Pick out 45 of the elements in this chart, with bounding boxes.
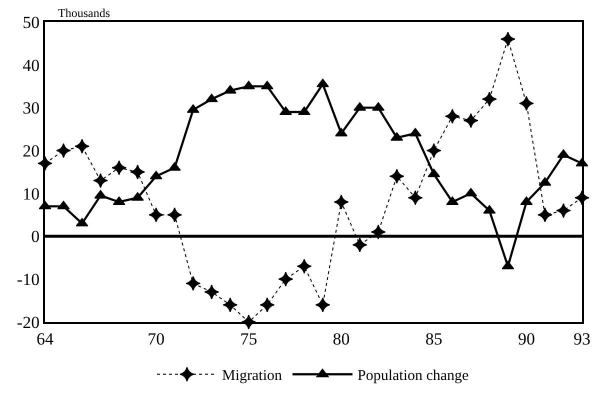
point <box>389 168 404 184</box>
legend-label: Population change <box>357 368 470 384</box>
x-tick-label: 90 <box>518 329 535 348</box>
point <box>537 207 552 222</box>
y-tick-label: -20 <box>16 312 40 332</box>
point <box>334 194 349 210</box>
y-tick-label: 30 <box>22 98 40 118</box>
point <box>260 297 275 312</box>
y-tick-label: 10 <box>22 184 40 204</box>
x-tick-label: 75 <box>240 329 258 348</box>
point <box>370 224 386 240</box>
point <box>296 258 312 274</box>
point <box>56 143 72 158</box>
point <box>518 96 534 111</box>
point <box>186 276 201 291</box>
y-axis-title: Thousands <box>58 6 110 20</box>
point <box>112 160 127 176</box>
x-tick-label: 93 <box>574 329 590 348</box>
point <box>500 32 516 47</box>
y-tick-label: 40 <box>22 56 40 75</box>
point <box>148 207 164 222</box>
x-tick-label: 64 <box>36 329 54 348</box>
x-tick-label: 85 <box>425 329 442 348</box>
point <box>556 203 571 218</box>
point <box>93 173 108 188</box>
legend-label: Migration <box>222 368 282 384</box>
point <box>167 207 182 222</box>
point <box>463 113 478 128</box>
y-tick-label: 0 <box>31 227 40 246</box>
point <box>352 237 368 252</box>
point <box>74 138 90 154</box>
x-tick-label: 80 <box>332 329 350 348</box>
point <box>426 143 442 158</box>
point <box>315 297 330 312</box>
point <box>482 92 497 107</box>
x-tick-label: 70 <box>148 329 165 348</box>
point <box>408 190 423 206</box>
point <box>278 272 294 287</box>
point <box>130 164 146 180</box>
point <box>444 108 460 124</box>
point <box>204 284 220 300</box>
point <box>222 297 238 312</box>
y-tick-label: 50 <box>22 12 40 32</box>
y-tick-label: -10 <box>16 270 40 290</box>
y-tick-label: 20 <box>22 142 40 161</box>
